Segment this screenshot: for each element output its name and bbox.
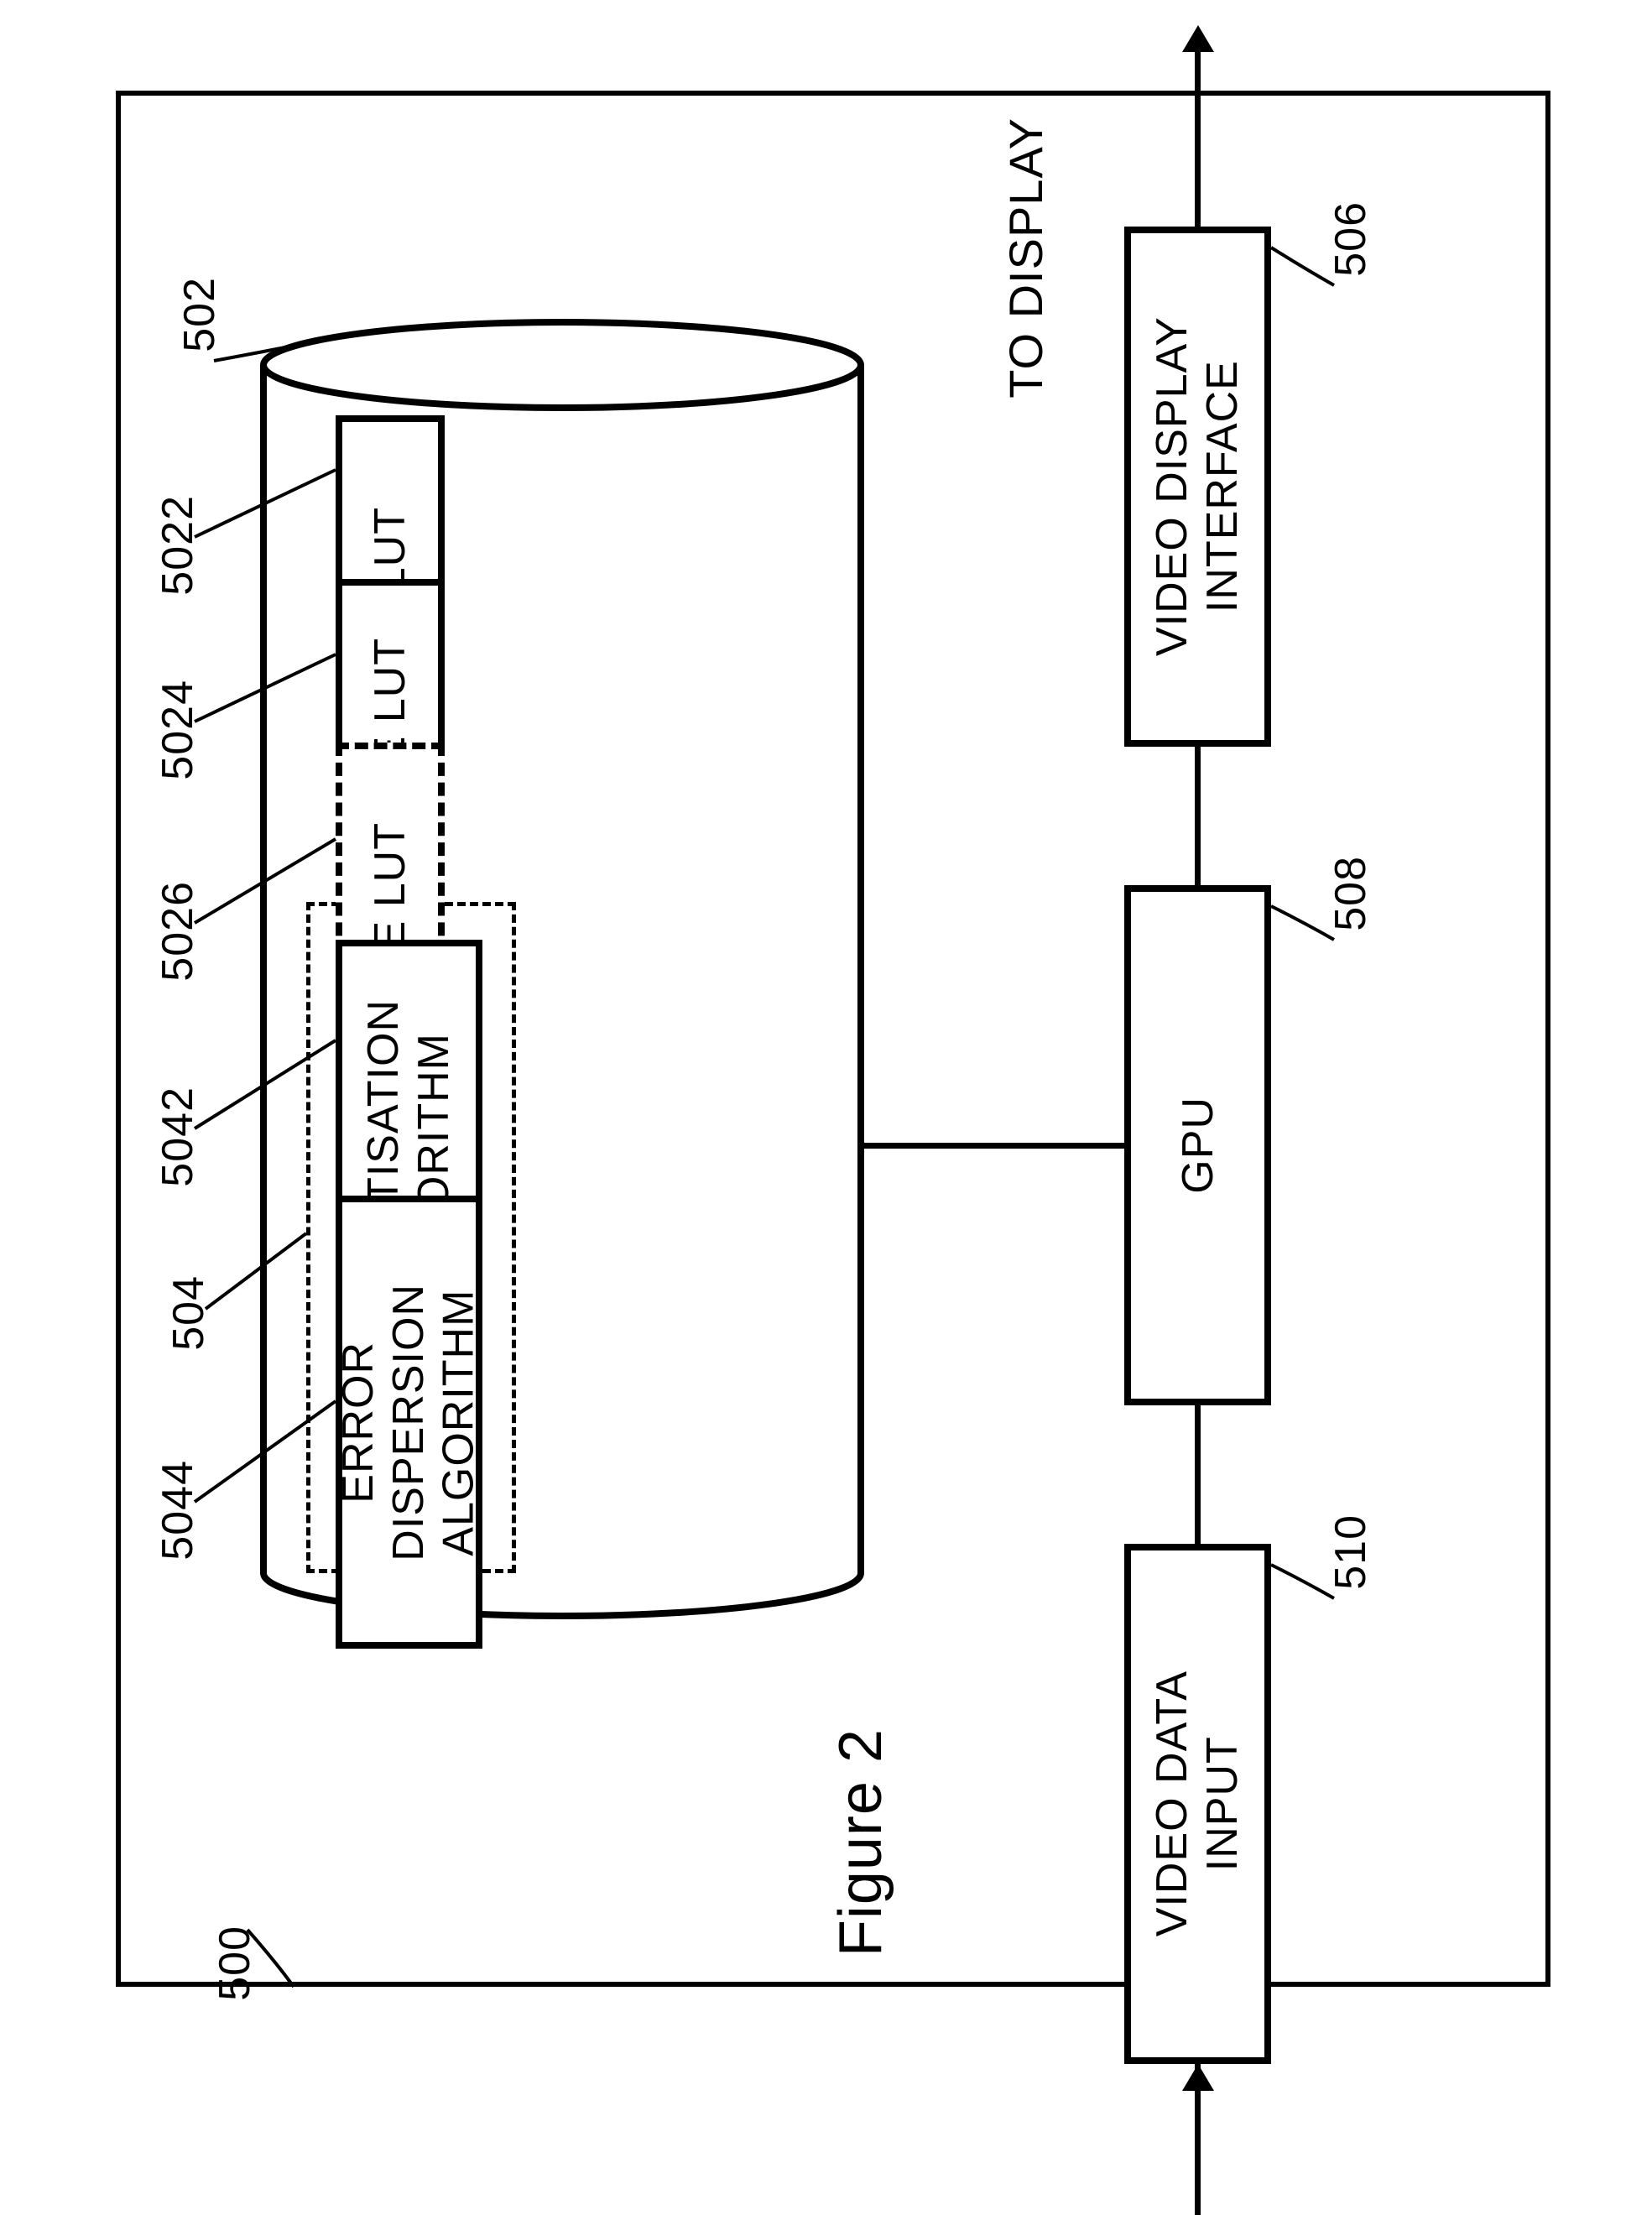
arrow-vdi-out-head [1182,25,1214,52]
arrow-vdi-out [1195,47,1201,227]
gpu-block: GPU [1124,885,1271,1405]
to-display-label: TO DISPLAY [998,117,1053,399]
ref-508: 508 [1326,856,1376,931]
ref-510: 510 [1326,1514,1376,1590]
ref-5026: 5026 [153,881,203,982]
arrow-vin-shaft [1195,2089,1201,2215]
video-display-interface-block: VIDEO DISPLAY INTERFACE [1124,227,1271,747]
line-cyl-gpu [864,1143,1124,1149]
figure-caption: Figure 2 [826,1728,895,1957]
ref-506: 506 [1326,201,1376,277]
line-gpu-vin [1195,1405,1201,1544]
ref-500: 500 [210,1926,260,2001]
ref-502: 502 [175,277,225,352]
diagram-page: TO DISPLAY RED QE LUT GREEN QE LUT [0,0,1652,2082]
error-dispersion-block: ERROR DISPERSION ALGORITHM [336,1196,482,1649]
video-data-input-label: VIDEO DATA INPUT [1148,1670,1248,1936]
ref-5042: 5042 [153,1087,203,1187]
line-vdi-gpu [1195,747,1201,885]
ref-5044: 5044 [153,1460,203,1561]
gpu-label: GPU [1173,1097,1223,1194]
arrow-vin-head [1182,2064,1214,2091]
ref-5024: 5024 [153,680,203,780]
video-display-interface-label: VIDEO DISPLAY INTERFACE [1148,316,1248,656]
error-dispersion-label: ERROR DISPERSION ALGORITHM [334,1284,484,1561]
ref-504: 504 [164,1275,214,1351]
video-data-input-block: VIDEO DATA INPUT [1124,1544,1271,2064]
ref-5022: 5022 [153,495,203,596]
